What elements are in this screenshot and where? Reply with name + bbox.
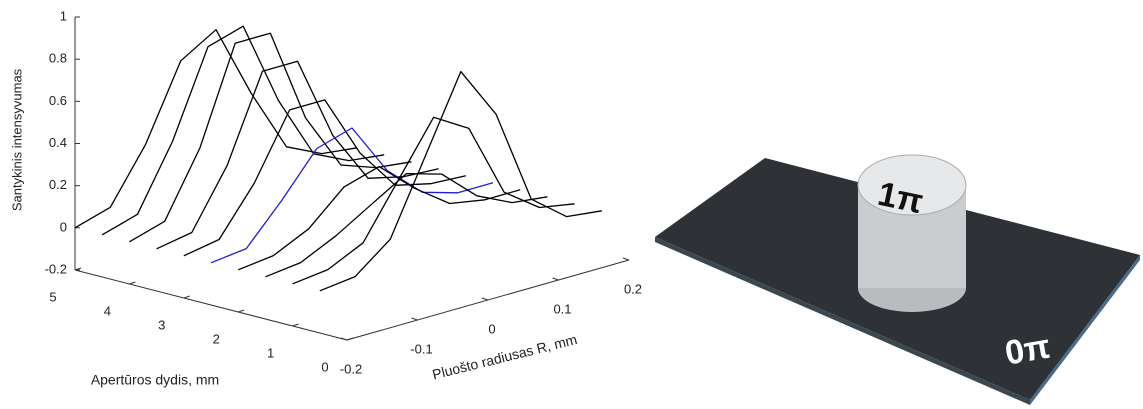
radius-tick: [623, 258, 629, 260]
aperture-tick-label: 5: [49, 289, 56, 304]
profile-line: [102, 26, 384, 235]
z-tick-label: 1: [60, 8, 67, 23]
profile-line: [320, 72, 602, 291]
aperture-axis-title: Apertūros dydis, mm: [91, 372, 219, 388]
z-tick-label: 0.4: [49, 135, 67, 150]
profile-line: [129, 33, 411, 242]
profile-line: [157, 61, 439, 249]
aperture-tick-label: 4: [104, 303, 111, 318]
aperture-axis: [75, 270, 347, 340]
profile-line: [184, 100, 466, 256]
radius-tick-label: -0.1: [410, 341, 432, 356]
radius-tick-label: 0: [488, 321, 495, 336]
profile-line: [75, 30, 357, 228]
aperture-tick: [129, 282, 135, 284]
aperture-tick-label: 0: [321, 359, 328, 374]
aperture-tick-label: 3: [158, 317, 165, 332]
aperture-tick-label: 2: [213, 331, 220, 346]
z-tick-label: 0.2: [49, 177, 67, 192]
radius-tick: [553, 278, 559, 280]
radius-axis-title: Pluošto radiusas R, mm: [431, 331, 579, 382]
aperture-tick: [238, 310, 244, 312]
radius-tick-label: 0.2: [624, 281, 642, 296]
z-tick-label: -0.2: [45, 261, 67, 276]
phase-plate: 1π 0π: [655, 155, 1140, 405]
base-label: 0π: [1002, 327, 1053, 372]
radius-tick: [482, 298, 488, 300]
z-tick-label: 0: [60, 219, 67, 234]
z-axis-title: Santykinis intensyvumas: [9, 68, 24, 211]
aperture-tick-label: 1: [267, 345, 274, 360]
aperture-tick: [293, 324, 299, 326]
radius-tick-label: -0.2: [340, 361, 362, 376]
profile-line: [293, 117, 575, 283]
profile-line: [238, 167, 520, 270]
radius-tick: [412, 318, 418, 320]
aperture-tick: [184, 296, 190, 298]
figure: 1π 0π -0.2 0 0.2 0.4 0.6 0.8 1 0 1 2 3 4 5 -0.2 -0.1 0 0…: [0, 0, 1143, 409]
profile-line: [265, 174, 547, 277]
z-tick-label: 0.8: [49, 51, 67, 66]
z-tick-label: 0.6: [49, 93, 67, 108]
radius-tick-label: 0.1: [553, 301, 571, 316]
